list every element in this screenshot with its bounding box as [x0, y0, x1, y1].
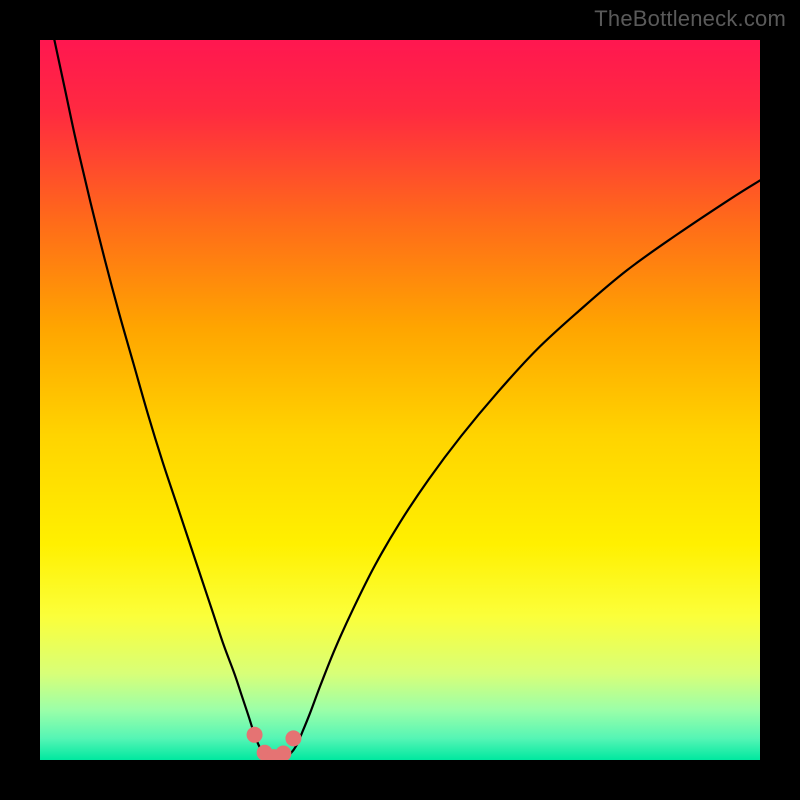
gradient-background: [40, 40, 760, 760]
minimum-marker: [247, 727, 263, 743]
chart-frame: TheBottleneck.com: [0, 0, 800, 800]
watermark-text: TheBottleneck.com: [594, 6, 786, 32]
plot-area: [40, 40, 760, 760]
minimum-marker: [285, 730, 301, 746]
bottleneck-chart: [40, 40, 760, 760]
